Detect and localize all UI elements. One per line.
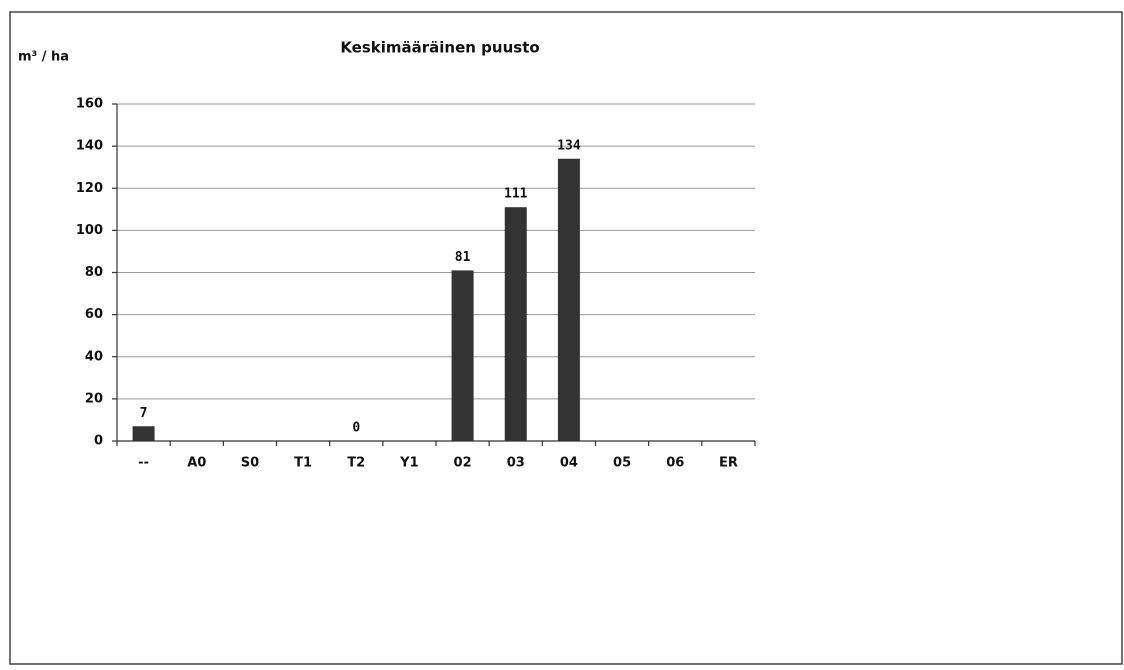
y-tick-label: 120 xyxy=(76,181,103,196)
y-axis-label: m³ / ha xyxy=(18,50,69,65)
data-label: 7 xyxy=(140,406,148,421)
y-tick-label: 100 xyxy=(76,223,103,238)
y-tick-label: 60 xyxy=(85,307,103,322)
bar xyxy=(557,158,580,441)
x-tick-label: -- xyxy=(138,456,149,471)
bar xyxy=(504,207,527,441)
x-tick-label: Y1 xyxy=(399,456,418,471)
x-tick-label: 06 xyxy=(666,456,684,471)
y-tick-label: 40 xyxy=(85,349,103,364)
y-tick-label: 160 xyxy=(76,97,103,112)
x-tick-label: 05 xyxy=(613,456,631,471)
y-tick-label: 20 xyxy=(85,391,103,406)
bar xyxy=(451,270,474,441)
x-tick-label: ER xyxy=(719,456,738,471)
x-tick-label: S0 xyxy=(241,456,259,471)
x-tick-label: 04 xyxy=(560,456,578,471)
chart-title: Keskimääräinen puusto xyxy=(340,39,539,57)
y-tick-label: 0 xyxy=(94,434,103,449)
y-tick-label: 80 xyxy=(85,265,103,280)
x-tick-label: T2 xyxy=(347,456,365,471)
data-label: 134 xyxy=(557,138,581,153)
bar xyxy=(132,426,155,441)
x-tick-label: A0 xyxy=(187,456,206,471)
x-tick-label: 03 xyxy=(507,456,525,471)
x-tick-label: 02 xyxy=(454,456,472,471)
data-label: 111 xyxy=(504,187,528,202)
y-tick-label: 140 xyxy=(76,139,103,154)
data-label: 0 xyxy=(352,421,360,436)
x-tick-label: T1 xyxy=(294,456,312,471)
data-label: 81 xyxy=(455,250,471,265)
